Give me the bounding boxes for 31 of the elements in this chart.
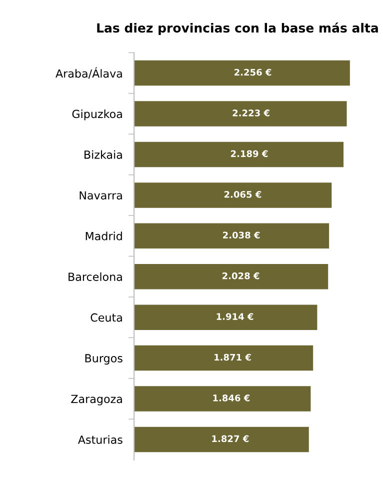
bar bbox=[134, 426, 309, 452]
bar bbox=[134, 304, 318, 330]
y-tick-label: Zaragoza bbox=[71, 394, 122, 406]
y-tick-label: Barcelona bbox=[68, 272, 122, 281]
data-label: 2.223 € bbox=[232, 110, 270, 116]
data-label: 2.038 € bbox=[223, 232, 260, 239]
data-label: 1.846 € bbox=[213, 394, 250, 402]
data-label: 2.028 € bbox=[222, 272, 260, 280]
bar bbox=[134, 60, 350, 86]
bar bbox=[134, 345, 314, 371]
data-label: 1.914 € bbox=[216, 313, 254, 320]
y-tick-label: Navarra bbox=[80, 191, 122, 200]
bar bbox=[134, 101, 347, 126]
y-tick-label: Asturias bbox=[78, 435, 122, 444]
bar bbox=[134, 182, 332, 208]
y-tick-label: Araba/Álava bbox=[56, 67, 122, 79]
data-label: 2.256 € bbox=[234, 68, 272, 76]
y-tick-label: Ceuta bbox=[90, 313, 122, 322]
y-tick-label: Burgos bbox=[85, 354, 122, 365]
y-tick-label: Bizkaia bbox=[84, 150, 122, 159]
bar bbox=[134, 386, 311, 412]
bar bbox=[134, 223, 330, 249]
y-tick-label: Gipuzkoa bbox=[72, 110, 122, 120]
data-label: 2.189 € bbox=[230, 150, 268, 158]
data-label: 1.871 € bbox=[214, 354, 251, 361]
bar bbox=[134, 142, 344, 168]
data-label: 2.065 € bbox=[224, 190, 262, 198]
bar bbox=[134, 264, 328, 290]
data-label: 1.827 € bbox=[212, 435, 249, 442]
chart-title: Las diez provincias con la base más alta bbox=[97, 22, 378, 36]
y-tick-label: Madrid bbox=[86, 232, 122, 240]
